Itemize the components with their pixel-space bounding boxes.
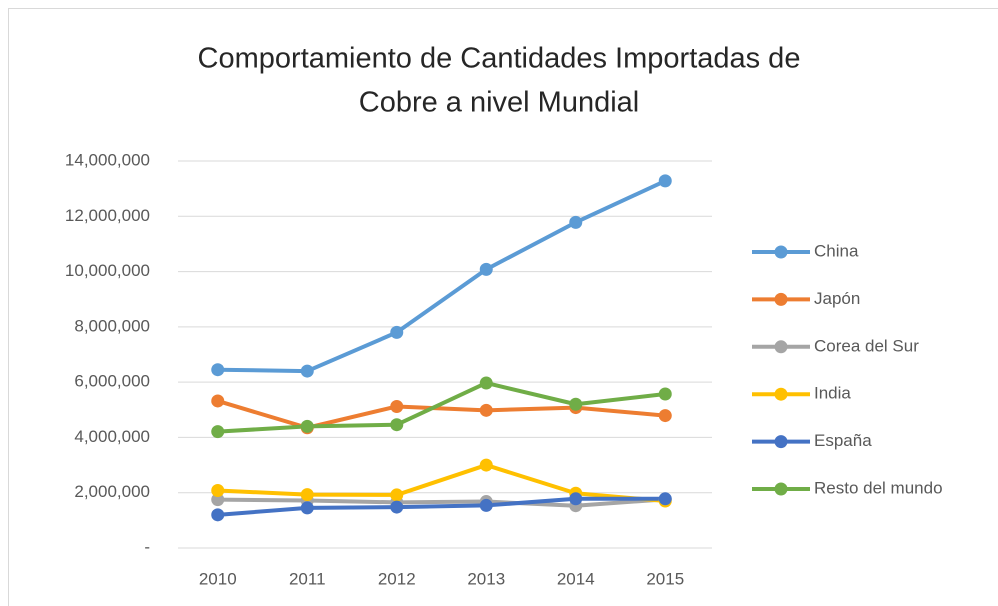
data-point [390, 418, 404, 432]
data-point [211, 425, 225, 439]
data-point [300, 419, 314, 433]
data-point [211, 394, 225, 408]
legend-marker [774, 340, 788, 354]
data-point [211, 363, 225, 377]
data-point [300, 364, 314, 378]
data-point [300, 488, 314, 502]
x-tick-label: 2012 [378, 569, 416, 588]
legend-marker [774, 387, 788, 401]
data-point [390, 399, 404, 413]
data-point [479, 376, 493, 390]
chart-border [8, 8, 998, 606]
series-line [215, 178, 668, 374]
data-point [390, 325, 404, 339]
legend-marker [774, 245, 788, 259]
legend-label: Resto del mundo [814, 478, 943, 497]
data-point [390, 488, 404, 502]
x-tick-label: 2014 [557, 569, 595, 588]
x-tick-label: 2013 [467, 569, 505, 588]
data-point [211, 493, 225, 507]
data-point [300, 501, 314, 515]
legend-marker [774, 292, 788, 306]
y-tick-label: 6,000,000 [74, 372, 150, 391]
data-point [211, 508, 225, 522]
legend-label: España [814, 431, 872, 450]
x-tick-label: 2010 [199, 569, 237, 588]
data-point [479, 403, 493, 417]
legend-marker [774, 435, 788, 449]
legend-label: India [814, 384, 851, 403]
y-tick-label: 4,000,000 [74, 427, 150, 446]
data-point [569, 492, 583, 506]
legend-label: China [814, 241, 859, 260]
series-line [215, 496, 668, 517]
data-point [390, 500, 404, 514]
legend-label: Japón [814, 289, 860, 308]
y-tick-label: 2,000,000 [74, 482, 150, 501]
data-point [479, 498, 493, 512]
series-line [215, 497, 668, 508]
legend-marker [774, 482, 788, 496]
data-point [479, 262, 493, 276]
x-tick-label: 2011 [289, 569, 326, 588]
y-tick-label: 12,000,000 [65, 206, 150, 225]
data-point [569, 215, 583, 229]
data-point [658, 174, 672, 188]
y-tick-label: 14,000,000 [65, 150, 150, 169]
x-tick-label: 2015 [646, 569, 684, 588]
series-line [215, 398, 668, 430]
legend-label: Corea del Sur [814, 336, 919, 355]
data-point [658, 387, 672, 401]
data-point [211, 484, 225, 498]
chart-title: Comportamiento de Cantidades Importadas … [198, 43, 801, 75]
y-tick-label: - [144, 537, 150, 556]
chart-title: Cobre a nivel Mundial [359, 87, 639, 119]
data-point [479, 458, 493, 472]
data-point [569, 397, 583, 411]
data-point [658, 409, 672, 423]
y-tick-label: 8,000,000 [74, 316, 150, 335]
series-line [215, 380, 668, 434]
data-point [658, 492, 672, 506]
y-tick-label: 10,000,000 [65, 261, 150, 280]
series-line [215, 463, 668, 504]
